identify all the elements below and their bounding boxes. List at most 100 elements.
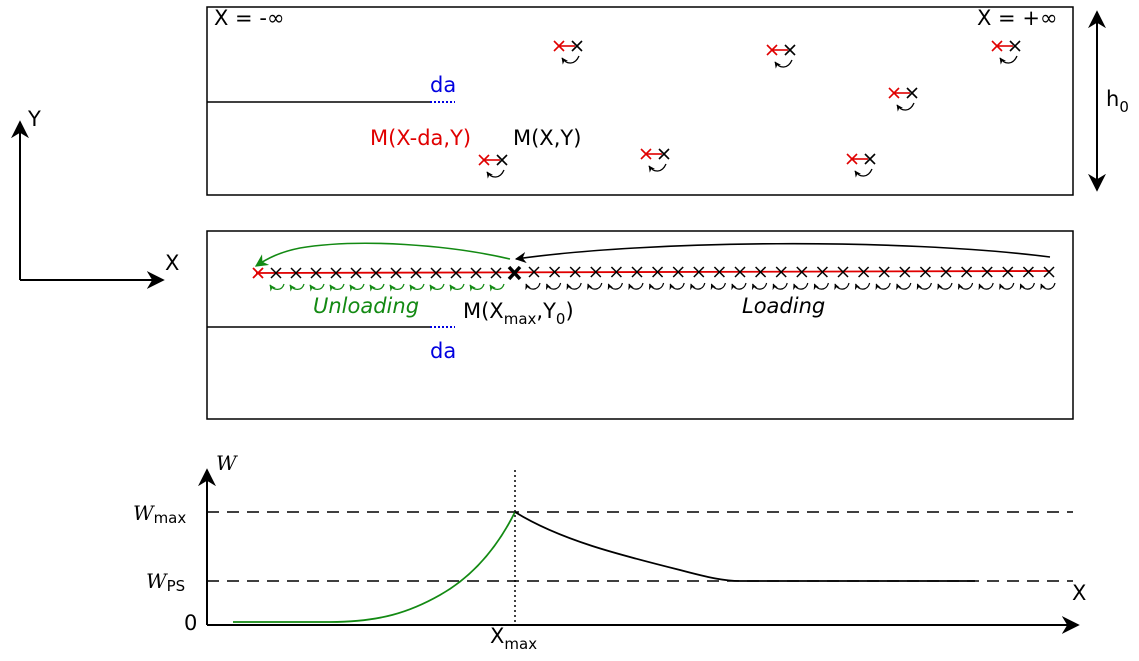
path-marker bbox=[878, 266, 890, 278]
w-max-label: Wmax bbox=[133, 501, 186, 527]
loading-label: Loading bbox=[742, 294, 825, 318]
unloading-curve bbox=[233, 511, 516, 623]
height-indicator: h0 bbox=[1088, 10, 1129, 192]
load-step-arrow bbox=[937, 282, 953, 291]
unload-step-arrow bbox=[289, 283, 305, 292]
load-step-arrow bbox=[751, 282, 768, 291]
load-step-arrow bbox=[834, 282, 850, 291]
x-axis-label: X bbox=[165, 251, 179, 275]
load-step-arrow bbox=[772, 282, 788, 291]
path-marker bbox=[430, 267, 442, 279]
unload-step-arrow bbox=[309, 283, 325, 292]
right-limit-label: X = +∞ bbox=[977, 6, 1057, 30]
load-step-arrow bbox=[978, 282, 994, 291]
path-marker bbox=[490, 267, 502, 279]
unload-step-arrow bbox=[429, 283, 445, 292]
top-panel-frame bbox=[206, 6, 1074, 196]
unload-step-arrow bbox=[329, 283, 345, 292]
point-pair bbox=[553, 40, 583, 65]
point-pair bbox=[640, 148, 670, 173]
path-marker bbox=[410, 267, 422, 279]
path-marker bbox=[370, 267, 382, 279]
load-step-arrow bbox=[896, 282, 912, 291]
path-marker bbox=[796, 266, 808, 278]
start-marker bbox=[252, 267, 264, 279]
point-pair bbox=[766, 44, 796, 69]
unloading-arrow bbox=[254, 242, 511, 267]
path-marker bbox=[528, 266, 540, 278]
path-marker bbox=[270, 267, 282, 279]
load-step-arrow bbox=[587, 282, 603, 291]
path-marker bbox=[775, 266, 787, 278]
shift-arrow bbox=[854, 168, 873, 178]
current-point-marker bbox=[571, 40, 583, 52]
middle-panel: Unloading Loading M(Xmax,Y0) da bbox=[206, 230, 1074, 420]
axes-icon: Y X bbox=[10, 107, 179, 289]
shifted-point-marker bbox=[991, 40, 1003, 52]
y-axis-label: Y bbox=[27, 107, 41, 131]
current-point-marker bbox=[1009, 40, 1021, 52]
load-step-arrow bbox=[999, 282, 1015, 291]
load-step-arrow bbox=[813, 282, 829, 291]
load-step-arrow bbox=[607, 282, 623, 291]
zero-label: 0 bbox=[184, 611, 197, 635]
load-step-arrow bbox=[1040, 282, 1056, 291]
path-marker bbox=[816, 266, 828, 278]
current-point-marker bbox=[784, 44, 796, 56]
load-step-arrow bbox=[793, 282, 809, 291]
loading-curve bbox=[514, 511, 975, 582]
unload-step-arrow bbox=[489, 283, 505, 292]
current-point-marker bbox=[906, 87, 918, 99]
path-marker bbox=[1043, 266, 1055, 278]
path-marker bbox=[610, 266, 622, 278]
load-step-arrow bbox=[710, 282, 726, 291]
unloading-label: Unloading bbox=[313, 294, 419, 318]
path-marker bbox=[693, 266, 705, 278]
path-marker bbox=[549, 266, 561, 278]
da-label: da bbox=[430, 73, 456, 97]
load-step-arrow bbox=[1019, 282, 1035, 291]
load-step-arrow bbox=[628, 282, 644, 291]
load-step-arrow bbox=[669, 282, 685, 291]
shifted-point-marker bbox=[553, 40, 565, 52]
load-step-arrow bbox=[545, 282, 562, 291]
path-marker bbox=[919, 266, 931, 278]
load-step-arrow bbox=[854, 282, 871, 291]
loading-arrow bbox=[514, 242, 1051, 264]
load-step-arrow bbox=[648, 282, 665, 291]
shifted-point-marker bbox=[766, 44, 778, 56]
path-marker bbox=[755, 266, 767, 278]
point-pair bbox=[846, 153, 876, 178]
shifted-point-marker bbox=[846, 153, 858, 165]
unload-step-arrow bbox=[369, 283, 385, 292]
path-marker bbox=[290, 267, 302, 279]
load-step-arrow bbox=[731, 282, 747, 291]
unload-step-arrow bbox=[349, 283, 365, 292]
shift-arrow bbox=[774, 59, 793, 69]
load-step-arrow bbox=[957, 282, 974, 291]
shift-arrow bbox=[896, 102, 915, 112]
point-pair bbox=[478, 154, 508, 179]
load-step-arrow bbox=[566, 282, 582, 291]
path-marker bbox=[652, 266, 664, 278]
da-label-middle: da bbox=[430, 339, 456, 363]
middle-panel-frame bbox=[206, 230, 1074, 420]
path-marker bbox=[590, 266, 602, 278]
path-marker bbox=[330, 267, 342, 279]
unload-step-arrow bbox=[409, 283, 425, 292]
unload-step-arrow bbox=[449, 283, 465, 292]
path-marker bbox=[981, 266, 993, 278]
path-marker bbox=[450, 267, 462, 279]
path-marker bbox=[631, 266, 643, 278]
load-step-arrow bbox=[690, 282, 706, 291]
path-marker bbox=[734, 266, 746, 278]
energy-y-label: W bbox=[216, 451, 238, 475]
shifted-point-marker bbox=[640, 148, 652, 160]
energy-x-label: X bbox=[1072, 581, 1086, 605]
path-markers bbox=[252, 266, 1056, 292]
max-point-label: M(Xmax,Y0) bbox=[463, 299, 574, 328]
top-panel: X = -∞ X = +∞ da M(X-da,Y) M(X,Y) bbox=[206, 6, 1074, 196]
energy-plot: W Wmax WPS 0 X Xmax bbox=[133, 451, 1086, 653]
point-pair bbox=[888, 87, 918, 112]
load-step-arrow bbox=[916, 282, 932, 291]
